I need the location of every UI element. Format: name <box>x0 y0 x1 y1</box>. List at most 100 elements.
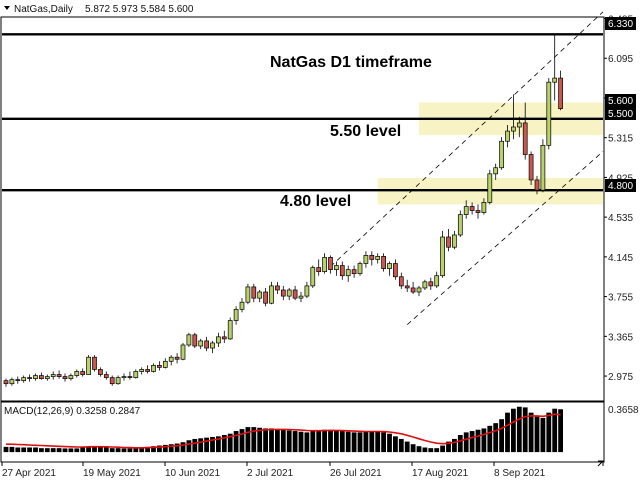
y-tick-label: 2.975 <box>608 372 633 383</box>
candle-body <box>145 369 150 372</box>
symbol-label: NatGas,Daily <box>14 4 73 15</box>
candle-body <box>9 379 15 385</box>
macd-bar <box>398 438 404 453</box>
candles-group <box>3 34 563 387</box>
candle-body <box>404 285 410 289</box>
candle-body <box>339 265 345 277</box>
candle-body <box>345 269 351 277</box>
macd-bar <box>245 427 251 453</box>
x-tick-label: 19 May 2021 <box>83 468 141 479</box>
candle-body <box>546 81 552 146</box>
candle-body <box>92 356 97 370</box>
macd-bar <box>56 448 62 453</box>
macd-bar <box>275 429 280 453</box>
macd-bar <box>463 432 469 453</box>
macd-bar <box>221 435 227 453</box>
chart-title: NatGas D1 timeframe <box>270 54 432 71</box>
candle-body <box>221 336 227 340</box>
trend-channel <box>330 11 604 325</box>
candle-body <box>387 263 392 269</box>
candle-body <box>210 342 215 349</box>
candle-body <box>127 376 133 378</box>
candle-body <box>62 376 68 379</box>
macd-bar <box>74 448 80 453</box>
macd-bar <box>21 447 27 453</box>
x-tick-label: 17 Aug 2021 <box>412 468 469 479</box>
macd-bar <box>210 436 215 453</box>
macd-bar <box>39 448 44 453</box>
macd-signal-group <box>6 413 561 449</box>
macd-bar <box>50 448 56 453</box>
level-lines <box>2 33 603 192</box>
macd-bar <box>528 412 534 453</box>
price-tag-480: 4.800 <box>605 179 636 192</box>
macd-signal-line <box>6 413 561 449</box>
candle-body <box>15 379 21 381</box>
symbol-dropdown-icon[interactable] <box>4 6 10 10</box>
macd-bar <box>446 441 451 453</box>
macd-bar <box>452 438 457 453</box>
x-tick-label: 8 Sep 2021 <box>494 468 546 479</box>
candle-body <box>304 285 310 297</box>
macd-bar <box>292 431 298 453</box>
macd-bar <box>552 408 558 453</box>
candle-body <box>487 173 493 203</box>
candle-body <box>410 287 416 293</box>
candle-body <box>298 295 304 299</box>
macd-bar <box>534 416 540 453</box>
macd-bar <box>286 430 292 453</box>
macd-bar <box>310 431 316 453</box>
scroll-end-marker[interactable] <box>597 460 604 467</box>
macd-bar <box>357 432 363 453</box>
macd-bar <box>540 417 546 453</box>
candle-body <box>393 263 398 278</box>
macd-bar <box>298 431 304 453</box>
macd-bar <box>9 446 15 453</box>
macd-bar <box>440 445 445 453</box>
y-tick-label: 5.315 <box>608 134 633 145</box>
macd-bar <box>3 446 9 453</box>
candle-body <box>263 291 268 304</box>
candle-body <box>269 285 274 304</box>
candle-body <box>216 336 221 344</box>
candle-body <box>251 286 257 299</box>
macd-bar <box>381 432 386 453</box>
candle-body <box>192 334 198 347</box>
macd-ytick-top: 0.3658 <box>608 405 639 416</box>
macd-bar <box>393 436 398 453</box>
macd-bar <box>375 431 381 453</box>
macd-bar <box>487 425 493 453</box>
candle-body <box>98 369 103 375</box>
y-tick-label: 3.755 <box>608 293 633 304</box>
price-tag-550: 5.500 <box>605 107 636 120</box>
candle-body <box>428 281 434 287</box>
macd-bar <box>80 447 86 453</box>
candle-body <box>157 365 162 368</box>
macd-bar <box>558 409 563 453</box>
candle-body <box>552 77 558 83</box>
candle-body <box>511 126 516 132</box>
macd-bar <box>115 448 121 453</box>
macd-bar <box>133 448 139 453</box>
macd-bar <box>428 448 434 453</box>
channel-lower-line <box>406 151 604 325</box>
y-tick-label: 6.095 <box>608 54 633 65</box>
macd-bar <box>162 444 168 453</box>
macd-bar <box>86 446 91 453</box>
macd-bar <box>369 431 375 453</box>
macd-bar <box>233 431 239 453</box>
macd-bar <box>522 407 528 453</box>
macd-bar <box>434 448 440 453</box>
candle-body <box>3 380 9 385</box>
candle-body <box>481 202 487 213</box>
candle-body <box>109 377 115 385</box>
candle-body <box>516 122 522 128</box>
x-tick-label: 27 Apr 2021 <box>2 468 56 479</box>
macd-bar <box>280 429 286 453</box>
x-tick-label: 10 Jun 2021 <box>165 468 220 479</box>
candle-body <box>139 369 145 372</box>
candle-body <box>416 287 422 293</box>
candle-body <box>534 179 540 191</box>
candle-body <box>522 122 528 155</box>
macd-bar <box>121 448 127 453</box>
